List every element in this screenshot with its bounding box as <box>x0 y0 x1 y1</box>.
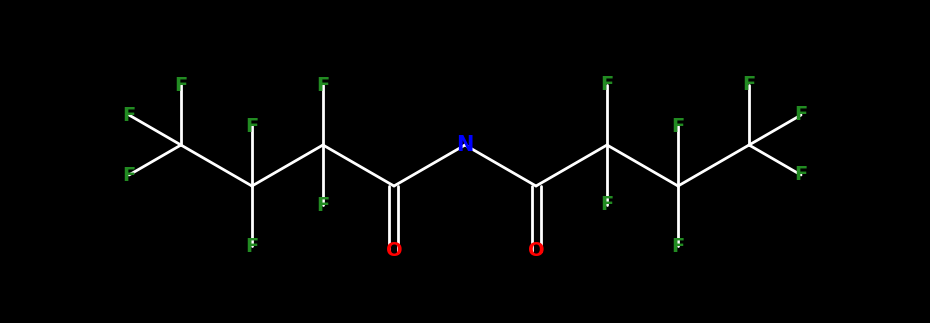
Text: O: O <box>527 242 544 261</box>
Text: F: F <box>601 76 614 95</box>
Text: F: F <box>794 165 807 184</box>
Text: N: N <box>457 135 473 155</box>
Text: F: F <box>123 165 136 184</box>
Text: F: F <box>794 106 807 124</box>
Text: F: F <box>246 117 259 136</box>
Text: F: F <box>123 106 136 124</box>
Text: F: F <box>316 76 329 95</box>
Text: F: F <box>601 195 614 214</box>
Text: O: O <box>386 242 403 261</box>
Text: F: F <box>174 76 188 95</box>
Text: F: F <box>246 236 259 255</box>
Text: F: F <box>742 76 756 95</box>
Text: F: F <box>671 117 684 136</box>
Text: F: F <box>316 195 329 214</box>
Text: F: F <box>671 236 684 255</box>
